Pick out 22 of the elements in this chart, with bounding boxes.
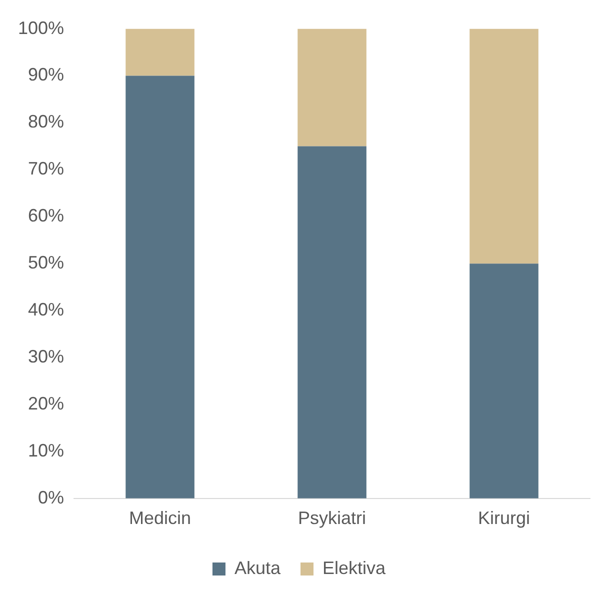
bar: [298, 146, 366, 498]
y-tick-label: 60%: [28, 206, 64, 226]
bar: [298, 28, 366, 146]
y-tick-label: 20%: [28, 393, 64, 414]
x-tick-label: Medicin: [129, 508, 192, 528]
bar: [126, 28, 194, 76]
y-tick-label: 70%: [28, 158, 64, 179]
legend-label: Akuta: [234, 558, 282, 578]
bar: [470, 264, 538, 498]
y-tick-label: 0%: [38, 487, 64, 508]
y-tick-label: 40%: [28, 300, 64, 320]
x-tick-label: Psykiatri: [298, 508, 366, 528]
y-tick-label: 50%: [28, 252, 64, 273]
legend-label: Elektiva: [322, 558, 387, 578]
x-tick-label: Kirurgi: [478, 508, 530, 528]
bar: [470, 28, 538, 264]
y-tick-label: 80%: [28, 112, 64, 132]
y-tick-label: 100%: [18, 18, 64, 38]
y-tick-label: 10%: [28, 440, 64, 460]
y-tick-label: 30%: [28, 346, 64, 366]
y-tick-label: 90%: [28, 64, 64, 85]
bar: [126, 76, 194, 498]
